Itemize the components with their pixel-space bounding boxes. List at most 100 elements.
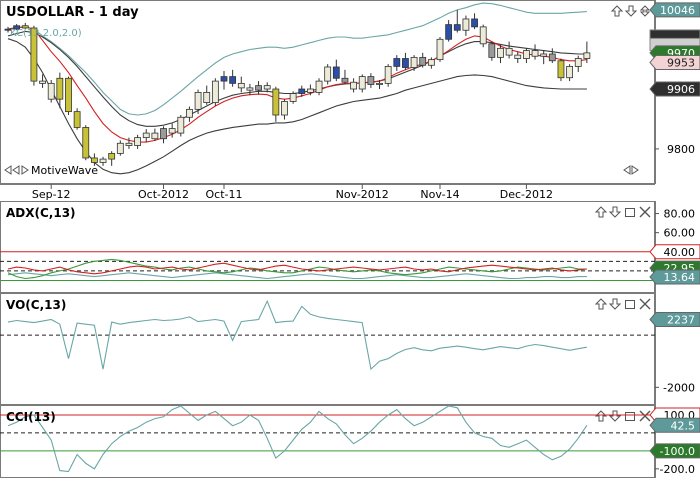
arrow-updown-icon[interactable] <box>639 5 651 17</box>
pane-title: ADX(C,13) <box>6 206 76 220</box>
candle <box>298 88 306 94</box>
candle <box>168 128 176 134</box>
candle <box>272 88 280 116</box>
scroll-left-icon[interactable] <box>4 165 20 175</box>
candle <box>384 66 392 84</box>
arrow-up-shape <box>594 410 608 422</box>
candle <box>160 128 167 140</box>
arrow-up-icon[interactable] <box>594 206 608 218</box>
axis-tick-label: -200.0 <box>660 463 695 476</box>
pane-frame <box>0 293 655 405</box>
candle <box>488 43 496 58</box>
axis-tick-label: -2000 <box>663 381 695 394</box>
candle <box>358 76 366 90</box>
axis-value-tag <box>649 311 700 327</box>
candle <box>350 81 358 90</box>
candle <box>410 56 418 68</box>
candle <box>289 93 297 102</box>
axis-value-label: -100.0 <box>660 445 695 458</box>
candle <box>436 38 444 61</box>
scroll-right-icon[interactable] <box>21 165 29 175</box>
scroll-icon[interactable] <box>623 165 639 175</box>
candle <box>255 85 262 91</box>
candle <box>229 76 237 84</box>
candle <box>332 66 340 79</box>
candle <box>531 50 539 57</box>
close-icon[interactable] <box>639 206 651 218</box>
moving-average-line <box>7 26 587 143</box>
candle <box>91 157 98 163</box>
axis-value-label: 2237 <box>667 313 695 326</box>
arrow-down-icon[interactable] <box>608 410 622 422</box>
candle <box>39 80 46 84</box>
candle <box>548 53 556 62</box>
candle <box>419 56 427 66</box>
candle <box>73 111 81 128</box>
x-tick-label: Sep-12 <box>32 188 71 201</box>
candle <box>142 132 150 139</box>
candle <box>82 127 90 159</box>
arrow-down-shape <box>608 206 622 218</box>
candle <box>540 53 548 57</box>
candle <box>376 82 383 85</box>
x-tick-label: Oct-2012 <box>138 188 189 201</box>
price-pane: Sep-12 Oct-2012 Oct-11 Nov-2012 Nov-14 Dec-20… <box>0 0 700 201</box>
x-tick-label: Nov-2012 <box>336 188 389 201</box>
axis-value-tag <box>649 244 700 260</box>
adx-line <box>7 272 587 280</box>
candle <box>479 26 487 45</box>
axis-value-label: 10046 <box>660 4 695 17</box>
candle <box>151 132 159 140</box>
candle <box>237 82 245 89</box>
keltner-upper-line <box>7 2 587 116</box>
chart-title: USDOLLAR - 1 day <box>6 5 139 20</box>
keltner-middle-line <box>7 30 587 127</box>
arrow-up-icon[interactable] <box>610 5 624 17</box>
minimize-icon[interactable] <box>625 208 635 217</box>
arrow-up-icon[interactable] <box>594 410 608 422</box>
candle <box>99 158 107 163</box>
candle <box>211 80 219 103</box>
arrow-down-icon[interactable] <box>624 5 638 17</box>
minimize-icon[interactable] <box>625 300 635 309</box>
vo-pane: 2237 -2000 VO(C,13) <box>0 293 700 405</box>
watermark: MotiveWave <box>31 164 98 177</box>
close-icon[interactable] <box>639 410 651 422</box>
pane-title: VO(C,13) <box>6 298 66 312</box>
candle <box>453 24 461 31</box>
candle <box>324 66 332 82</box>
minimize-icon[interactable] <box>625 412 635 421</box>
candle <box>566 66 573 79</box>
arrow-updown-shape <box>639 5 651 17</box>
candle <box>505 47 513 56</box>
candle <box>177 116 185 134</box>
minimize-shape <box>625 208 635 217</box>
candle <box>462 18 470 31</box>
x-axis-band <box>0 185 700 201</box>
axis-value-label: 42.5 <box>671 419 696 432</box>
candle <box>134 137 142 146</box>
candle <box>445 24 453 40</box>
arrow-up-icon[interactable] <box>594 298 608 310</box>
axis-value-label: 13.64 <box>664 271 696 284</box>
candle <box>246 87 254 91</box>
arrow-down-icon[interactable] <box>608 298 622 310</box>
candle <box>125 142 133 146</box>
arrow-down-shape <box>608 298 622 310</box>
axis-value-tag <box>649 54 700 70</box>
arrow-down-icon[interactable] <box>608 206 622 218</box>
candle <box>56 77 64 100</box>
candle <box>402 58 409 68</box>
candle <box>194 92 202 110</box>
candle <box>30 27 38 82</box>
axis-value-label: 9906 <box>667 83 695 96</box>
x-tick-label: Nov-14 <box>420 188 459 201</box>
candle <box>315 80 323 93</box>
axis-tick-label: 80.00 <box>664 208 696 221</box>
candle <box>263 85 271 90</box>
close-icon[interactable] <box>639 298 651 310</box>
